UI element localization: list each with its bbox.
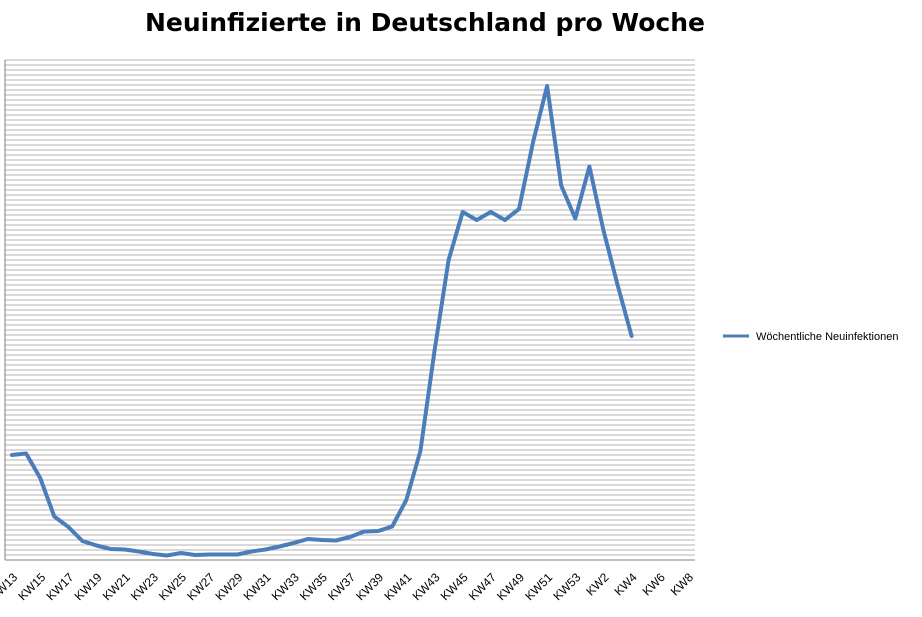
x-tick-label: KW51 [522,570,555,603]
x-tick-label: KW15 [15,570,48,603]
x-tick-label: KW47 [466,570,499,603]
x-tick-label: KW53 [550,570,583,603]
x-tick-label: KW41 [381,570,414,603]
x-tick-labels: KW13KW15KW17KW19KW21KW23KW25KW27KW29KW31… [0,570,696,603]
series-line [10,84,634,558]
legend-label: Wöchentliche Neuinfektionen [756,331,898,343]
x-tick-label: KW4 [611,570,640,599]
x-tick-label: KW13 [0,570,20,603]
x-tick-label: KW23 [128,570,161,603]
x-tick-label: KW35 [297,570,330,603]
x-tick-label: KW6 [640,570,669,599]
x-tick-label: KW43 [410,570,443,603]
x-tick-label: KW49 [494,570,527,603]
x-tick-label: KW37 [325,570,358,603]
x-tick-label: KW45 [438,570,471,603]
gridlines [5,59,695,561]
x-tick-label: KW31 [241,570,274,603]
legend: Wöchentliche Neuinfektionen [723,331,898,343]
series-lines [10,84,634,558]
x-tick-label: KW21 [100,570,133,603]
x-tick-label: KW2 [583,570,612,599]
x-tick-label: KW17 [43,570,76,603]
x-tick-label: KW27 [184,570,217,603]
x-tick-label: KW8 [668,570,697,599]
chart-title: Neuinfizierte in Deutschland pro Woche [145,8,705,37]
x-tick-label: KW29 [212,570,245,603]
x-tick-label: KW39 [353,570,386,603]
axes [4,60,695,561]
x-tick-label: KW19 [72,570,105,603]
x-tick-label: KW33 [269,570,302,603]
x-tick-label: KW25 [156,570,189,603]
